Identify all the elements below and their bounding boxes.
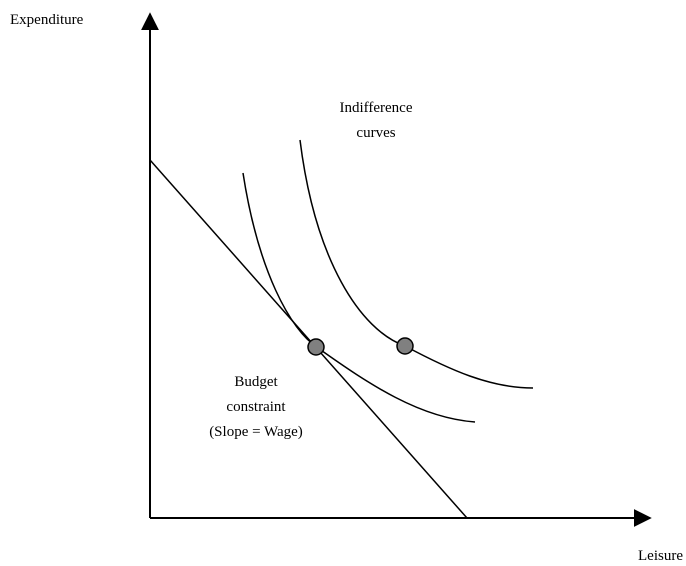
- annotation: curves: [356, 125, 395, 141]
- annotation: Indifference: [339, 100, 412, 116]
- annotation: Budget: [234, 374, 278, 390]
- indifference-curve: [299, 139, 534, 389]
- point: [396, 337, 414, 355]
- annotation: (Slope = Wage): [209, 424, 303, 440]
- budget-line: [149, 159, 468, 519]
- tangency-point: [307, 338, 325, 356]
- y-axis-label: Expenditure: [10, 12, 84, 28]
- indifference-curve: [242, 172, 476, 423]
- x-axis-label: Leisure: [638, 548, 683, 564]
- annotation: constraint: [226, 399, 286, 415]
